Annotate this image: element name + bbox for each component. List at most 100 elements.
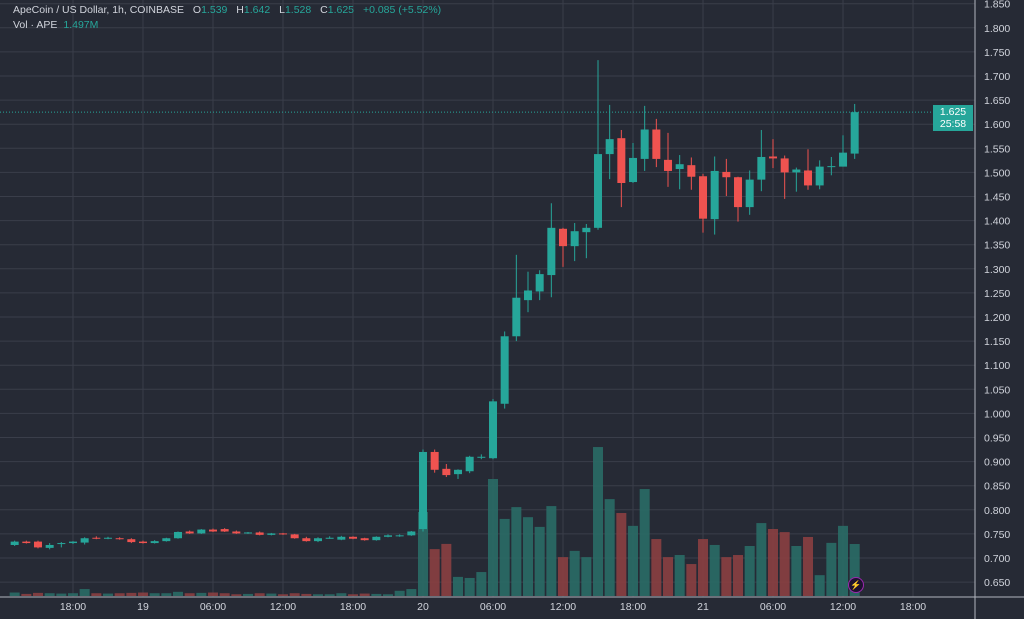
candle-up: [500, 336, 509, 404]
volume-bar: [102, 593, 113, 596]
volume-bar: [453, 576, 464, 596]
volume-bar: [721, 557, 732, 596]
volume-bar: [371, 593, 382, 596]
candle-up: [173, 531, 182, 539]
candle-down: [442, 468, 451, 476]
candle-up: [489, 401, 498, 459]
volume-bar: [558, 557, 569, 596]
candle-up: [150, 541, 159, 544]
volume-bar: [359, 593, 370, 596]
volume-bar: [266, 593, 277, 596]
volume-bar: [768, 528, 779, 596]
candle-up: [535, 274, 544, 292]
candle-up: [57, 543, 66, 545]
volume-bar: [791, 546, 802, 596]
volume-bar: [231, 594, 242, 596]
candle-down: [115, 538, 124, 540]
candle-up: [103, 537, 112, 539]
volume-bar: [382, 594, 393, 596]
candle-down: [232, 531, 241, 534]
volume-bar: [651, 539, 662, 596]
price-tick-label: 1.350: [984, 240, 1010, 252]
candle-up: [524, 290, 533, 301]
candle-up: [570, 231, 579, 247]
time-tick-label: 12:00: [550, 601, 576, 613]
volume-bar: [418, 511, 428, 596]
candle-down: [780, 158, 789, 173]
volume-bar: [511, 507, 522, 596]
volume-bar: [464, 577, 475, 596]
candle-up: [243, 532, 252, 534]
volume-bar: [499, 518, 510, 596]
candle-down: [699, 176, 708, 219]
candle-down: [208, 529, 217, 532]
volume-bar: [196, 592, 207, 596]
candle-up: [850, 112, 859, 154]
candle-up: [407, 531, 416, 536]
price-tick-label: 1.100: [984, 360, 1010, 372]
volume-bar: [324, 594, 335, 596]
volume-bar: [733, 555, 744, 596]
price-tick-label: 1.050: [984, 384, 1010, 396]
volume-bar: [814, 575, 825, 596]
candle-down: [804, 170, 813, 186]
volume-label[interactable]: Vol · APE: [13, 19, 58, 31]
volume-bar: [126, 592, 137, 596]
lightning-icon[interactable]: ⚡: [848, 577, 864, 593]
candle-down: [22, 541, 31, 544]
volume-bar: [849, 544, 860, 596]
volume-bar: [546, 506, 557, 596]
volume-bar: [277, 594, 288, 596]
candle-up: [10, 541, 19, 545]
candle-down: [220, 529, 229, 532]
time-tick-label: 12:00: [830, 601, 856, 613]
candle-up: [815, 166, 824, 186]
volume-bar: [523, 517, 534, 596]
price-tick-label: 1.300: [984, 264, 1010, 276]
volume-bar: [56, 593, 67, 596]
legend-header: ApeCoin / US Dollar, 1h, COINBASE O1.539…: [13, 4, 442, 16]
candle-down: [185, 531, 194, 534]
volume-bar: [406, 589, 417, 596]
price-tick-label: 1.800: [984, 23, 1010, 35]
volume-bar: [639, 489, 650, 596]
candle-down: [92, 537, 101, 539]
price-tick-label: 1.450: [984, 192, 1010, 204]
price-tick-label: 1.400: [984, 216, 1010, 228]
candle-up: [839, 152, 848, 167]
price-tick-label: 1.150: [984, 336, 1010, 348]
bar-countdown: 25:58: [939, 118, 967, 130]
volume-bar: [429, 549, 440, 596]
time-tick-label: 20: [417, 601, 429, 613]
candle-up: [605, 139, 614, 155]
candle-up: [383, 535, 392, 537]
price-tick-label: 0.750: [984, 529, 1010, 541]
volume-bar: [219, 593, 230, 596]
candle-up: [68, 541, 77, 544]
low-value: 1.528: [284, 4, 312, 16]
volume-bar: [79, 589, 90, 596]
candle-down: [127, 539, 136, 543]
candle-down: [430, 451, 439, 470]
time-tick-label: 18:00: [900, 601, 926, 613]
volume-bar: [709, 544, 720, 596]
candle-up: [477, 456, 486, 458]
volume-bar: [663, 557, 674, 596]
candle-down: [278, 533, 287, 535]
price-tick-label: 1.250: [984, 288, 1010, 300]
time-tick-label: 21: [697, 601, 709, 613]
volume-bar: [137, 592, 148, 596]
volume-bar: [698, 539, 709, 596]
price-tick-label: 0.850: [984, 481, 1010, 493]
volume-bar: [534, 526, 545, 596]
candle-down: [255, 532, 264, 535]
volume-bar: [593, 447, 604, 596]
symbol-title[interactable]: ApeCoin / US Dollar, 1h, COINBASE: [13, 4, 184, 16]
candle-up: [372, 536, 381, 541]
volume-bar: [44, 593, 55, 596]
candle-down: [138, 541, 147, 544]
last-price-tag: 1.625 25:58: [933, 105, 973, 131]
candle-up: [313, 538, 322, 542]
price-tick-label: 0.700: [984, 553, 1010, 565]
